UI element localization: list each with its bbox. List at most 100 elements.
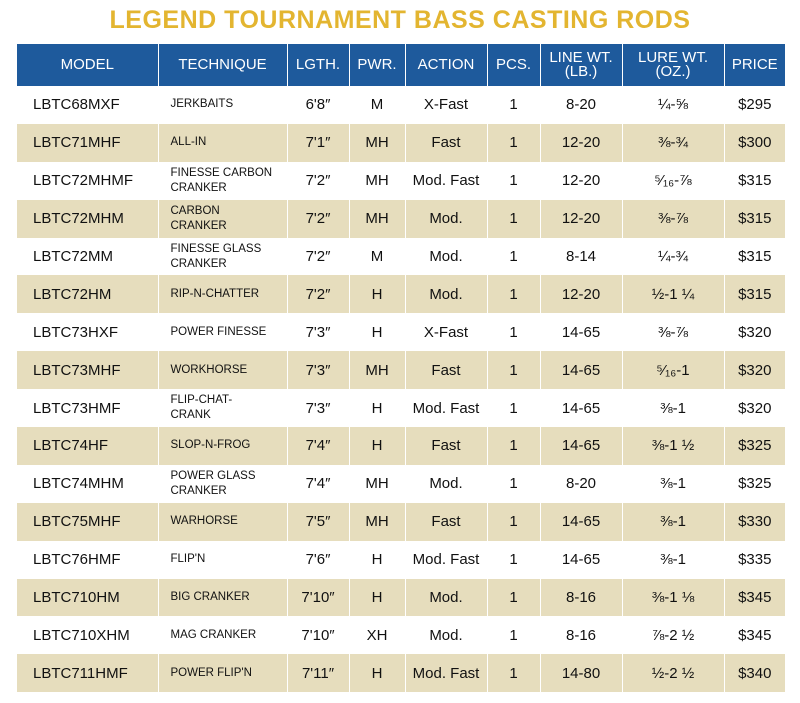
table-row: LBTC73MHF WORKHORSE 7'3″ MH Fast 1 14-65 ⁵⁄₁₆-1… — [17, 351, 785, 390]
action-cell: Mod. — [404, 464, 487, 503]
line-weight-cell: 12-20 — [539, 199, 622, 238]
line-weight-cell: 14-80 — [539, 654, 622, 693]
pieces-cell: 1 — [486, 237, 540, 276]
model-cell: LBTC74MHM — [33, 475, 124, 493]
table-row: LBTC73HXF POWER FINESSE 7'3″ H X-Fast 1 14-65 ⅜… — [17, 313, 785, 352]
power-cell: H — [348, 540, 405, 579]
pieces-cell: 1 — [486, 199, 540, 238]
action-cell: Fast — [404, 123, 487, 162]
technique-cell: FINESSE CARBON CRANKER — [157, 161, 287, 200]
table-body: LBTC68MXF JERKBAITS 6'8″ M X-Fast 1 8-20 ¼-⅝ $29… — [17, 86, 785, 693]
length-cell: 7'2″ — [286, 161, 349, 200]
power-cell: MH — [348, 464, 405, 503]
line-weight-cell: 8-20 — [539, 464, 622, 503]
price-cell: $320 — [723, 389, 785, 428]
line-weight-cell: 14-65 — [539, 313, 622, 352]
action-cell: Fast — [404, 427, 487, 465]
lure-weight-cell: ⅜-⅞ — [621, 313, 724, 352]
price-cell: $335 — [723, 540, 785, 579]
price-cell: $315 — [723, 275, 785, 314]
model-cell: LBTC72MHM — [17, 199, 158, 238]
price-cell: $325 — [723, 427, 785, 465]
model-cell: LBTC71MHF — [17, 123, 158, 162]
length-cell: 7'10″ — [286, 616, 349, 655]
length-cell: 7'6″ — [286, 540, 349, 579]
action-cell: Mod. — [404, 578, 487, 617]
lure-weight-cell: ⅜-1 ½ — [621, 427, 724, 465]
technique-cell: RIP-N-CHATTER — [157, 275, 287, 314]
power-cell: H — [348, 578, 405, 617]
model-cell: LBTC74HF — [17, 427, 158, 465]
lure-weight-cell: ¼-⅝ — [621, 86, 724, 124]
pieces-cell: 1 — [486, 540, 540, 579]
action-cell: Mod. — [404, 199, 487, 238]
header-cell: PWR. — [348, 44, 405, 86]
table-row: LBTC72MM FINESSE GLASS CRANKER 7'2″ M Mod. 1 8… — [17, 237, 785, 276]
header-cell: ACTION — [404, 44, 487, 86]
line-weight-cell: 8-16 — [539, 616, 622, 655]
length-cell: 7'2″ — [286, 237, 349, 276]
price-cell: $345 — [723, 578, 785, 617]
lure-weight-cell: ⅜-1 — [621, 502, 724, 541]
technique-cell: WARHORSE — [157, 502, 287, 541]
technique-cell: SLOP-N-FROG — [157, 427, 287, 465]
action-cell: Fast — [404, 502, 487, 541]
action-cell: X-Fast — [404, 86, 487, 124]
pieces-cell: 1 — [486, 86, 540, 124]
lure-weight-cell: ⅜-¾ — [621, 123, 724, 162]
pieces-cell: 1 — [486, 464, 540, 503]
model-cell: LBTC68MXF — [33, 96, 120, 114]
table-row: LBTC72HM RIP-N-CHATTER 7'2″ H Mod. 1 12-20 ½-1 … — [17, 275, 785, 314]
pieces-cell: 1 — [486, 616, 540, 655]
pieces-cell: 1 — [486, 389, 540, 428]
pieces-cell: 1 — [486, 351, 540, 390]
header-cell: PCS. — [486, 44, 540, 86]
price-cell: $315 — [723, 199, 785, 238]
length-cell: 6'8″ — [286, 86, 349, 124]
lure-weight-cell: ⅜-1 — [621, 540, 724, 579]
header-cell: LURE WT. (OZ.) — [621, 44, 724, 86]
length-cell: 7'11″ — [286, 654, 349, 693]
line-weight-cell: 12-20 — [539, 161, 622, 200]
table-row: LBTC710HM BIG CRANKER 7'10″ H Mod. 1 8-16 ⅜-1 ⅛… — [17, 578, 785, 617]
power-cell: H — [348, 313, 405, 352]
header-row: MODEL TECHNIQUE LGTH. PWR. ACTION PCS. LINE WT… — [17, 44, 785, 86]
technique-cell: POWER FINESSE — [157, 313, 287, 352]
pieces-cell: 1 — [486, 502, 540, 541]
table-row: LBTC75MHF WARHORSE 7'5″ MH Fast 1 14-65 ⅜-1 $330 — [17, 502, 785, 541]
model-cell: LBTC710XHM — [33, 626, 130, 644]
table-row: LBTC72MHM CARBON CRANKER 7'2″ MH Mod. 1 12-20 ⅜… — [17, 199, 785, 238]
pieces-cell: 1 — [486, 275, 540, 314]
table-row: LBTC74HF SLOP-N-FROG 7'4″ H Fast 1 14-65 ⅜-1 ½ $… — [17, 427, 785, 465]
action-cell: Mod. Fast — [404, 654, 487, 693]
power-cell: MH — [348, 502, 405, 541]
power-cell: H — [348, 427, 405, 465]
pieces-cell: 1 — [486, 161, 540, 200]
price-cell: $330 — [723, 502, 785, 541]
length-cell: 7'4″ — [286, 427, 349, 465]
power-cell: H — [348, 275, 405, 314]
action-cell: Mod. — [404, 237, 487, 276]
model-cell: LBTC710HM — [17, 578, 158, 617]
power-cell: MH — [348, 161, 405, 200]
model-cell: LBTC75MHF — [17, 502, 158, 541]
header-cell: MODEL — [17, 44, 158, 86]
rod-table: MODEL TECHNIQUE LGTH. PWR. ACTION PCS. LINE WT… — [17, 44, 785, 693]
model-cell: LBTC711HMF — [17, 654, 158, 693]
technique-cell: CARBON CRANKER — [157, 199, 287, 238]
table-row: LBTC68MXF JERKBAITS 6'8″ M X-Fast 1 8-20 ¼-⅝ $29… — [17, 86, 785, 124]
header-cell: TECHNIQUE — [157, 44, 287, 86]
length-cell: 7'1″ — [286, 123, 349, 162]
table-row: LBTC73HMF FLIP-CHAT- CRANK 7'3″ H Mod. Fast 1… — [17, 389, 785, 428]
pieces-cell: 1 — [486, 313, 540, 352]
lure-weight-cell: ⅜-1 — [621, 464, 724, 503]
action-cell: Mod. — [404, 616, 487, 655]
line-weight-cell: 14-65 — [539, 502, 622, 541]
technique-cell: WORKHORSE — [157, 351, 287, 390]
pieces-cell: 1 — [486, 578, 540, 617]
model-cell: LBTC73HXF — [33, 323, 119, 341]
action-cell: Fast — [404, 351, 487, 390]
lure-weight-cell: ⅞-2 ½ — [621, 616, 724, 655]
line-weight-cell: 14-65 — [539, 540, 622, 579]
